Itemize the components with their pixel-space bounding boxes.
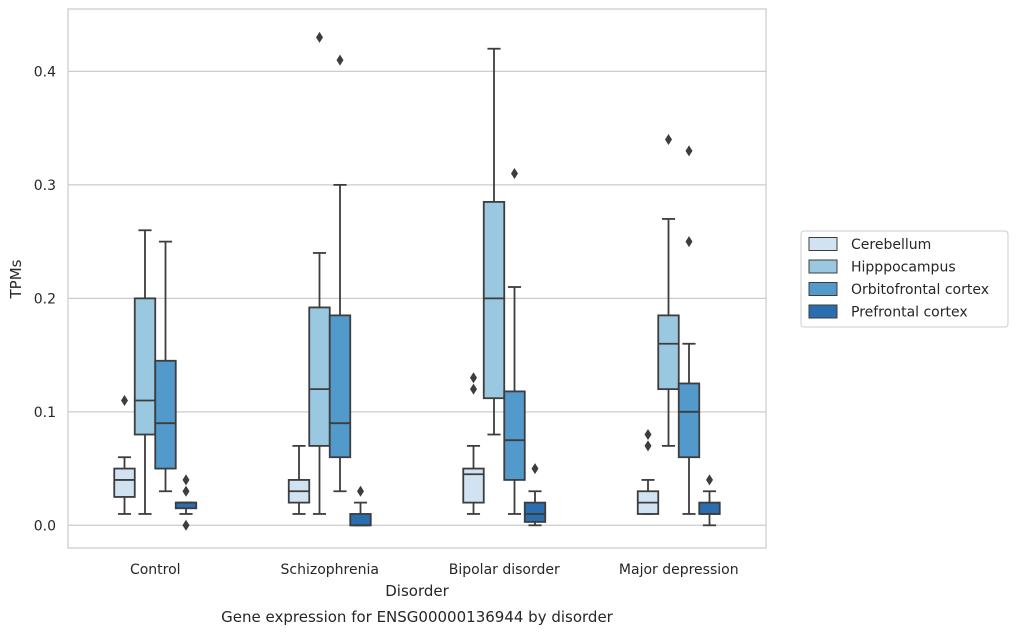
outlier-point (470, 383, 477, 395)
plot-area-frame (67, 8, 767, 549)
outlier-point (121, 394, 128, 406)
y-tick-label: 0.0 (34, 518, 56, 534)
box-prefrontal-cortex (698, 474, 721, 527)
y-tick-labels: 0.0 0.1 0.2 0.3 0.4 (34, 64, 56, 534)
outlier-point (336, 54, 344, 66)
outlier-point (644, 429, 652, 441)
box-orbitofrontal-cortex (503, 168, 526, 515)
box-hipppocampus (308, 31, 331, 515)
outlier-point (685, 236, 693, 248)
box-cerebellum (113, 394, 136, 515)
box-iqr (503, 390, 526, 481)
box-iqr (523, 501, 547, 523)
legend-swatch (808, 282, 838, 296)
box-iqr (698, 501, 721, 515)
box-orbitofrontal-cortex (154, 240, 177, 493)
box-orbitofrontal-cortex (677, 145, 701, 515)
legend-frame (800, 230, 1009, 328)
box-hipppocampus (482, 47, 506, 436)
legend: Cerebellum Hipppocampus Orbitofrontal cort… (800, 230, 1009, 328)
x-tick-label: Schizophrenia (281, 562, 379, 578)
box-cerebellum (287, 444, 311, 515)
outlier-point (182, 474, 190, 486)
box-orbitofrontal-cortex (328, 54, 352, 493)
outlier-point (644, 440, 652, 452)
legend-swatch (808, 304, 838, 319)
x-tick-label: Bipolar disorder (449, 562, 560, 578)
box-cerebellum (636, 429, 660, 515)
box-iqr (657, 314, 680, 391)
legend-label: Hipppocampus (851, 260, 956, 276)
box-prefrontal-cortex (523, 463, 547, 527)
outlier-point (531, 463, 539, 475)
x-axis-label: Disorder (385, 582, 449, 600)
outlier-point (357, 485, 364, 497)
box-hipppocampus (133, 229, 157, 515)
outlier-point (685, 145, 693, 157)
box-iqr (349, 513, 372, 527)
box-iqr (462, 467, 485, 504)
outlier-point (316, 31, 323, 43)
y-tick-label: 0.2 (34, 291, 56, 307)
box-prefrontal-cortex (174, 474, 198, 531)
box-iqr (133, 297, 157, 436)
box-hipppocampus (657, 133, 680, 447)
box-iqr (328, 314, 352, 459)
grid-lines (68, 70, 766, 526)
outlier-point (706, 474, 713, 486)
outlier-point (511, 168, 518, 180)
outlier-point (182, 519, 190, 531)
outlier-point (182, 485, 190, 497)
box-iqr (154, 359, 177, 470)
x-tick-label: Major depression (619, 562, 739, 578)
x-tick-label: Control (130, 562, 181, 578)
box-iqr (308, 306, 331, 447)
legend-swatch (808, 259, 838, 274)
legend-swatch (808, 237, 838, 251)
box-iqr (677, 382, 701, 459)
legend-label: Cerebellum (851, 237, 931, 253)
box-cerebellum (462, 372, 485, 515)
outlier-point (470, 372, 477, 384)
legend-label: Prefrontal cortex (851, 305, 968, 321)
figure-caption: Gene expression for ENSG00000136944 by d… (221, 608, 614, 626)
y-tick-label: 0.4 (34, 64, 56, 80)
legend-label: Orbitofrontal cortex (851, 282, 989, 298)
y-axis-label: TPMs (7, 259, 25, 299)
box-layer (113, 31, 721, 531)
y-tick-label: 0.1 (34, 405, 56, 421)
y-tick-label: 0.3 (34, 178, 56, 194)
x-tick-labels: Control Schizophrenia Bipolar disorder Majo… (130, 562, 739, 578)
box-prefrontal-cortex (349, 485, 372, 527)
box-iqr (482, 201, 506, 400)
box-iqr (113, 467, 136, 498)
outlier-point (665, 133, 672, 145)
